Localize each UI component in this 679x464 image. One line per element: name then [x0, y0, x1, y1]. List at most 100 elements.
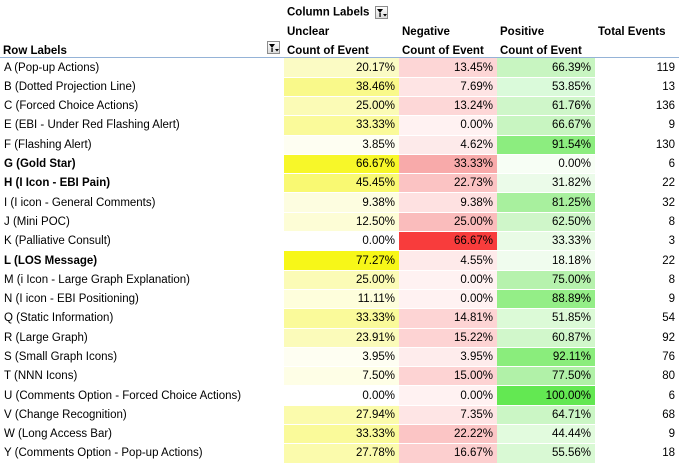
measure-header-positive[interactable]: Count of Event — [497, 38, 595, 59]
group-header-total[interactable]: Total Events — [595, 19, 679, 40]
total-events-cell[interactable]: 13 — [595, 77, 679, 97]
negative-cell[interactable]: 15.00% — [399, 366, 497, 387]
measure-header-negative[interactable]: Count of Event — [399, 38, 497, 59]
positive-cell[interactable]: 66.67% — [497, 115, 595, 136]
total-events-cell[interactable]: 54 — [595, 308, 679, 329]
total-events-cell[interactable]: 76 — [595, 347, 679, 368]
unclear-cell[interactable]: 33.33% — [284, 308, 399, 329]
positive-cell[interactable]: 55.56% — [497, 443, 595, 464]
unclear-cell[interactable]: 38.46% — [284, 77, 399, 97]
row-label-cell[interactable]: R (Large Graph) — [0, 328, 284, 348]
row-label-cell[interactable]: T (NNN Icons) — [0, 366, 284, 387]
total-events-cell[interactable]: 3 — [595, 231, 679, 252]
total-events-cell[interactable]: 68 — [595, 405, 679, 426]
total-events-cell[interactable]: 136 — [595, 96, 679, 117]
row-label-cell[interactable]: S (Small Graph Icons) — [0, 347, 284, 368]
positive-cell[interactable]: 88.89% — [497, 289, 595, 310]
negative-cell[interactable]: 14.81% — [399, 308, 497, 329]
unclear-cell[interactable]: 9.38% — [284, 192, 399, 213]
row-label-cell[interactable]: K (Palliative Consult) — [0, 231, 284, 252]
negative-cell[interactable]: 9.38% — [399, 192, 497, 213]
unclear-cell[interactable]: 33.33% — [284, 115, 399, 136]
positive-cell[interactable]: 62.50% — [497, 212, 595, 233]
row-label-cell[interactable]: N (I icon - EBI Positioning) — [0, 289, 284, 310]
unclear-cell[interactable]: 33.33% — [284, 424, 399, 445]
total-events-cell[interactable]: 32 — [595, 192, 679, 213]
negative-cell[interactable]: 7.35% — [399, 405, 497, 426]
positive-cell[interactable]: 100.00% — [497, 385, 595, 406]
positive-cell[interactable]: 61.76% — [497, 96, 595, 117]
positive-cell[interactable]: 66.39% — [497, 57, 595, 78]
total-events-cell[interactable]: 80 — [595, 366, 679, 387]
row-label-cell[interactable]: W (Long Access Bar) — [0, 424, 284, 445]
unclear-cell[interactable]: 66.67% — [284, 154, 399, 175]
positive-cell[interactable]: 18.18% — [497, 250, 595, 271]
positive-cell[interactable]: 60.87% — [497, 328, 595, 348]
row-label-cell[interactable]: C (Forced Choice Actions) — [0, 96, 284, 117]
total-events-cell[interactable]: 130 — [595, 135, 679, 155]
row-label-cell[interactable]: V (Change Recognition) — [0, 405, 284, 426]
unclear-cell[interactable]: 7.50% — [284, 366, 399, 387]
row-label-cell[interactable]: H (I Icon - EBI Pain) — [0, 173, 284, 194]
unclear-cell[interactable]: 27.94% — [284, 405, 399, 426]
positive-cell[interactable]: 77.50% — [497, 366, 595, 387]
unclear-cell[interactable]: 3.95% — [284, 347, 399, 368]
positive-cell[interactable]: 0.00% — [497, 154, 595, 175]
unclear-cell[interactable]: 77.27% — [284, 250, 399, 271]
positive-cell[interactable]: 91.54% — [497, 135, 595, 155]
negative-cell[interactable]: 33.33% — [399, 154, 497, 175]
negative-cell[interactable]: 16.67% — [399, 443, 497, 464]
total-events-cell[interactable]: 22 — [595, 173, 679, 194]
unclear-cell[interactable]: 20.17% — [284, 57, 399, 78]
total-events-cell[interactable]: 9 — [595, 115, 679, 136]
negative-cell[interactable]: 4.55% — [399, 250, 497, 271]
row-label-cell[interactable]: G (Gold Star) — [0, 154, 284, 175]
unclear-cell[interactable]: 3.85% — [284, 135, 399, 155]
unclear-cell[interactable]: 23.91% — [284, 328, 399, 348]
total-events-cell[interactable]: 9 — [595, 289, 679, 310]
group-header-unclear[interactable]: Unclear — [284, 19, 399, 40]
positive-cell[interactable]: 75.00% — [497, 270, 595, 290]
row-label-cell[interactable]: J (Mini POC) — [0, 212, 284, 233]
row-label-cell[interactable]: A (Pop-up Actions) — [0, 57, 284, 78]
positive-cell[interactable]: 31.82% — [497, 173, 595, 194]
total-events-cell[interactable]: 8 — [595, 270, 679, 290]
negative-cell[interactable]: 0.00% — [399, 115, 497, 136]
total-events-cell[interactable]: 6 — [595, 154, 679, 175]
negative-cell[interactable]: 22.73% — [399, 173, 497, 194]
positive-cell[interactable]: 92.11% — [497, 347, 595, 368]
row-label-cell[interactable]: M (i Icon - Large Graph Explanation) — [0, 270, 284, 290]
column-filter-dropdown-icon[interactable] — [374, 5, 388, 19]
negative-cell[interactable]: 22.22% — [399, 424, 497, 445]
positive-cell[interactable]: 53.85% — [497, 77, 595, 97]
total-events-cell[interactable]: 119 — [595, 57, 679, 78]
negative-cell[interactable]: 13.45% — [399, 57, 497, 78]
group-header-positive[interactable]: Positive — [497, 19, 595, 40]
unclear-cell[interactable]: 11.11% — [284, 289, 399, 310]
negative-cell[interactable]: 15.22% — [399, 328, 497, 348]
negative-cell[interactable]: 0.00% — [399, 289, 497, 310]
unclear-cell[interactable]: 0.00% — [284, 231, 399, 252]
row-label-cell[interactable]: F (Flashing Alert) — [0, 135, 284, 155]
row-labels-cell[interactable]: Row Labels — [0, 38, 284, 59]
row-label-cell[interactable]: U (Comments Option - Forced Choice Actio… — [0, 385, 284, 406]
total-events-cell[interactable]: 9 — [595, 424, 679, 445]
total-events-cell[interactable]: 18 — [595, 443, 679, 464]
row-filter-dropdown-icon[interactable] — [267, 41, 280, 55]
row-label-cell[interactable]: L (LOS Message) — [0, 250, 284, 271]
unclear-cell[interactable]: 45.45% — [284, 173, 399, 194]
unclear-cell[interactable]: 0.00% — [284, 385, 399, 406]
positive-cell[interactable]: 51.85% — [497, 308, 595, 329]
positive-cell[interactable]: 81.25% — [497, 192, 595, 213]
unclear-cell[interactable]: 25.00% — [284, 270, 399, 290]
negative-cell[interactable]: 66.67% — [399, 231, 497, 252]
negative-cell[interactable]: 4.62% — [399, 135, 497, 155]
measure-header-unclear[interactable]: Count of Event — [284, 38, 399, 59]
negative-cell[interactable]: 13.24% — [399, 96, 497, 117]
positive-cell[interactable]: 33.33% — [497, 231, 595, 252]
total-events-cell[interactable]: 8 — [595, 212, 679, 233]
group-header-negative[interactable]: Negative — [399, 19, 497, 40]
negative-cell[interactable]: 25.00% — [399, 212, 497, 233]
unclear-cell[interactable]: 25.00% — [284, 96, 399, 117]
row-label-cell[interactable]: I (I icon - General Comments) — [0, 192, 284, 213]
